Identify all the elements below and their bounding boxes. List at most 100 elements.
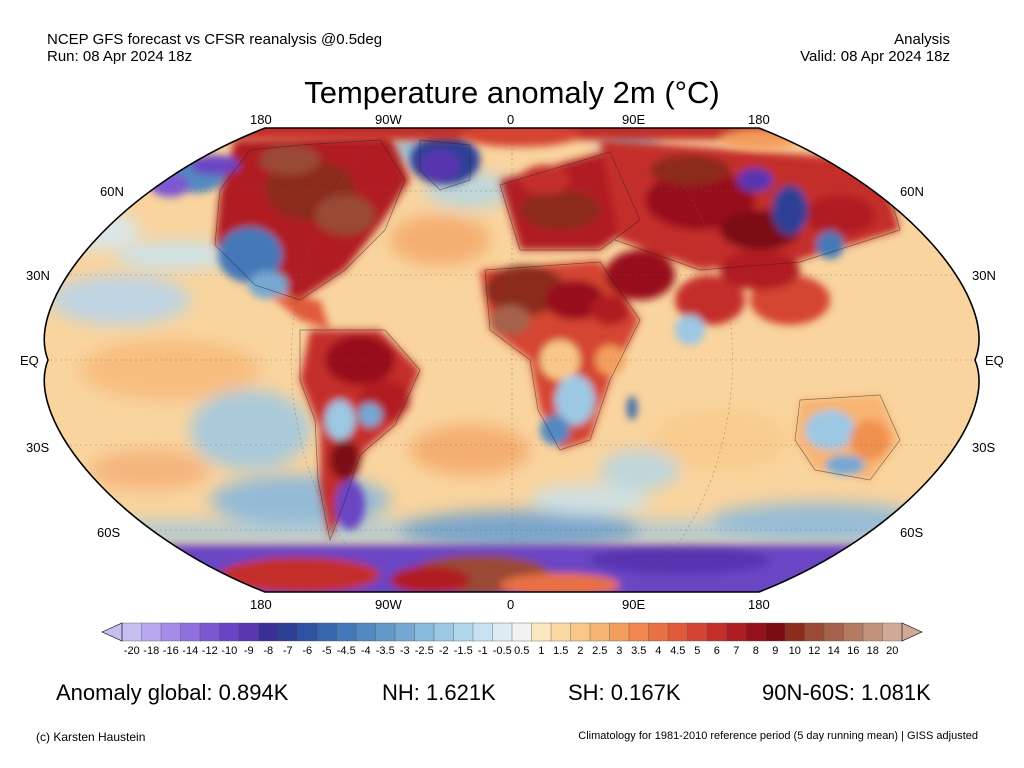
colorbar-tick-label: -8 — [263, 645, 274, 657]
climatology-note: Climatology for 1981-2010 reference peri… — [578, 730, 978, 742]
colorbar-tick-label: 0.5 — [514, 645, 530, 657]
lon-label-bottom-180e: 180 — [748, 597, 770, 612]
colorbar-tick-label: 8 — [752, 645, 759, 657]
colorbar-cell — [531, 622, 552, 642]
colorbar-tick-label: -3 — [399, 645, 410, 657]
colorbar-tick-label: 3.5 — [631, 645, 647, 657]
colorbar-tick-label: -3.5 — [375, 645, 395, 657]
colorbar-cell — [823, 622, 844, 642]
colorbar-cell — [375, 622, 396, 642]
colorbar-cell — [726, 622, 747, 642]
lon-label-bottom-90w: 90W — [375, 597, 402, 612]
colorbar-cell — [589, 622, 610, 642]
colorbar-tick-label: 10 — [788, 645, 801, 657]
nh-anomaly: NH: 1.621K — [382, 680, 496, 705]
colorbar-tick-label: -4.5 — [336, 645, 356, 657]
colorbar-cell — [141, 622, 162, 642]
colorbar-cell — [804, 622, 825, 642]
colorbar-tick-label: -18 — [143, 645, 160, 657]
colorbar-tick-label: 14 — [827, 645, 840, 657]
colorbar-tick-label: -12 — [201, 645, 218, 657]
lat-label-left-60n: 60N — [100, 184, 124, 199]
sh-anomaly: SH: 0.167K — [568, 680, 681, 705]
colorbar-tick-label: 20 — [886, 645, 899, 657]
colorbar-cell — [667, 622, 688, 642]
lon-label-bottom-0: 0 — [507, 597, 515, 612]
colorbar-tick-label: -2 — [438, 645, 449, 657]
colorbar-tick-label: -0.5 — [492, 645, 512, 657]
lat-label-right-60n: 60N — [900, 184, 924, 199]
colorbar-cell — [550, 622, 571, 642]
colorbar-tick-label: -1.5 — [453, 645, 473, 657]
colorbar-tick-label: 3 — [616, 645, 623, 657]
lat-label-right-30n: 30N — [972, 268, 996, 283]
lat-label-right-30s: 30S — [972, 440, 996, 455]
colorbar-tick-label: -7 — [282, 645, 293, 657]
lon-label-bottom-90e: 90E — [622, 597, 646, 612]
colorbar-cell — [648, 622, 669, 642]
lon-label-top-90e: 90E — [622, 112, 646, 127]
colorbar-cell — [238, 622, 259, 642]
colorbar-tick-label: 12 — [808, 645, 821, 657]
colorbar-cell — [472, 622, 493, 642]
colorbar-cell — [570, 622, 591, 642]
colorbar-cell — [258, 622, 279, 642]
colorbar-cell — [843, 622, 864, 642]
lon-label-top-90w: 90W — [375, 112, 402, 127]
lat-label-left-60s: 60S — [97, 525, 121, 540]
colorbar-tick-label: 5 — [694, 645, 701, 657]
colorbar-tick-label: -10 — [221, 645, 238, 657]
copyright: (c) Karsten Haustein — [36, 730, 146, 744]
colorbar-tick-label: -14 — [182, 645, 199, 657]
colorbar-tick-label: 16 — [847, 645, 860, 657]
colorbar-cell — [355, 622, 376, 642]
lat-label-right-eq: EQ — [985, 353, 1004, 368]
colorbar-cell — [277, 622, 298, 642]
lon-label-top-180w: 180 — [250, 112, 272, 127]
colorbar-cell — [121, 622, 142, 642]
colorbar-cell — [297, 622, 318, 642]
colorbar-cell — [765, 622, 786, 642]
colorbar-cell — [336, 622, 357, 642]
colorbar-tick-label: -20 — [123, 645, 140, 657]
colorbar-cell — [160, 622, 181, 642]
colorbar-tick-label: 2.5 — [592, 645, 608, 657]
colorbar-tick-label: 4.5 — [670, 645, 686, 657]
colorbar-cell — [316, 622, 337, 642]
colorbar-tick-label: 18 — [866, 645, 879, 657]
colorbar-cell — [687, 622, 708, 642]
colorbar-tick-label: 2 — [577, 645, 584, 657]
colorbar-cell — [199, 622, 220, 642]
colorbar-cell — [745, 622, 766, 642]
map-outline — [43, 127, 980, 593]
colorbar-tick-label: 6 — [713, 645, 720, 657]
lat-label-left-30s: 30S — [26, 440, 50, 455]
colorbar-cell — [862, 622, 883, 642]
colorbar-cell — [609, 622, 630, 642]
colorbar-cell — [784, 622, 805, 642]
colorbar-tick-label: -16 — [162, 645, 179, 657]
colorbar-tick-label: 1.5 — [553, 645, 569, 657]
colorbar-cell — [394, 622, 415, 642]
colorbar-min-arrow — [101, 622, 123, 642]
lat-label-left-eq: EQ — [20, 353, 39, 368]
colorbar-cells — [121, 622, 903, 642]
colorbar-tick-label: 7 — [733, 645, 740, 657]
colorbar-cell — [706, 622, 727, 642]
lon-label-top-180e: 180 — [748, 112, 770, 127]
colorbar-tick-label: 9 — [772, 645, 779, 657]
colorbar-cell — [511, 622, 532, 642]
colorbar-cell — [219, 622, 240, 642]
colorbar-cell — [882, 622, 903, 642]
colorbar-tick-label: 4 — [655, 645, 662, 657]
lat-label-left-30n: 30N — [26, 268, 50, 283]
colorbar-tick-label: -6 — [302, 645, 313, 657]
global-anomaly: Anomaly global: 0.894K — [56, 680, 289, 705]
colorbar-cell — [414, 622, 435, 642]
lat-label-right-60s: 60S — [900, 525, 924, 540]
model-description: NCEP GFS forecast vs CFSR reanalysis @0.… — [47, 31, 383, 48]
lon-label-bottom-180w: 180 — [250, 597, 272, 612]
colorbar-cell — [492, 622, 513, 642]
graticule — [44, 128, 979, 592]
